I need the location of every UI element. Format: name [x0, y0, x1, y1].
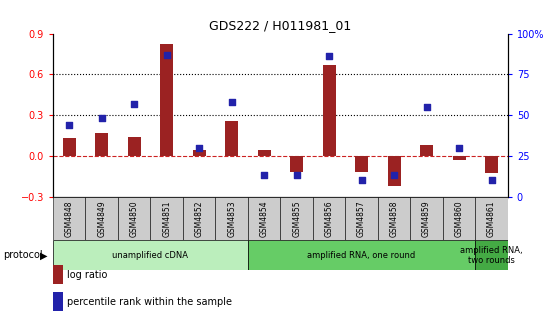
Bar	[53, 197, 85, 240]
Point	[65, 122, 74, 128]
Point	[130, 101, 139, 107]
Text: GSM4849: GSM4849	[97, 200, 106, 237]
Point	[195, 145, 204, 151]
Text: GSM4852: GSM4852	[195, 201, 204, 237]
Text: GSM4858: GSM4858	[389, 201, 398, 237]
Point	[162, 52, 171, 57]
Text: GSM4854: GSM4854	[259, 200, 268, 237]
Bar	[410, 197, 443, 240]
Bar	[85, 197, 118, 240]
Bar	[485, 156, 498, 173]
Text: GSM4851: GSM4851	[162, 201, 171, 237]
Point	[455, 145, 464, 151]
Bar	[453, 156, 465, 160]
Bar	[248, 197, 280, 240]
Text: GSM4861: GSM4861	[487, 201, 496, 237]
Bar	[215, 197, 248, 240]
Text: GSM4859: GSM4859	[422, 200, 431, 237]
Point	[357, 177, 366, 183]
Bar	[323, 65, 335, 156]
Text: GSM4848: GSM4848	[65, 201, 74, 237]
Text: log ratio: log ratio	[67, 270, 107, 280]
Bar	[355, 156, 368, 172]
Bar	[248, 240, 475, 270]
Text: GSM4850: GSM4850	[129, 200, 139, 237]
Bar	[193, 151, 206, 156]
Bar	[53, 240, 248, 270]
Point	[325, 54, 334, 59]
Text: ▶: ▶	[40, 250, 47, 260]
Bar	[420, 145, 433, 156]
Bar	[443, 197, 475, 240]
Point	[259, 173, 268, 178]
Bar	[62, 138, 76, 156]
Title: GDS222 / H011981_01: GDS222 / H011981_01	[209, 19, 352, 33]
Bar	[183, 197, 215, 240]
Text: unamplified cDNA: unamplified cDNA	[113, 251, 189, 260]
Point	[292, 173, 301, 178]
Text: amplified RNA, one round: amplified RNA, one round	[307, 251, 416, 260]
Text: amplified RNA,
two rounds: amplified RNA, two rounds	[460, 246, 523, 265]
Point	[97, 116, 106, 121]
Text: GSM4856: GSM4856	[325, 200, 334, 237]
Bar	[345, 197, 378, 240]
Bar	[280, 197, 313, 240]
Bar	[160, 44, 173, 156]
Bar	[151, 197, 183, 240]
Bar	[475, 197, 508, 240]
Bar	[258, 151, 271, 156]
Text: GSM4853: GSM4853	[227, 200, 236, 237]
Text: GSM4855: GSM4855	[292, 200, 301, 237]
Text: protocol: protocol	[3, 250, 42, 260]
Bar	[475, 240, 508, 270]
Point	[422, 104, 431, 110]
Text: percentile rank within the sample: percentile rank within the sample	[67, 297, 232, 307]
Text: GSM4857: GSM4857	[357, 200, 366, 237]
Bar	[378, 197, 410, 240]
Text: GSM4860: GSM4860	[455, 200, 464, 237]
Point	[487, 177, 496, 183]
Bar	[118, 197, 151, 240]
Bar	[388, 156, 401, 186]
Bar	[95, 133, 108, 156]
Bar	[128, 137, 141, 156]
Bar	[290, 156, 303, 172]
Bar	[313, 197, 345, 240]
Point	[227, 99, 236, 105]
Bar	[225, 121, 238, 156]
Point	[389, 173, 398, 178]
